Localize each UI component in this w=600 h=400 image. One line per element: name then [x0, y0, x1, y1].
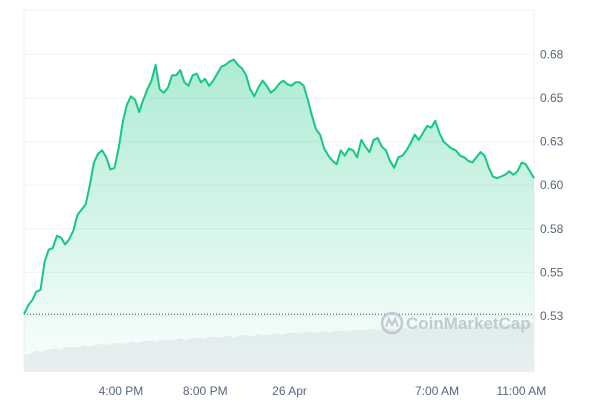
coinmarketcap-logo-icon	[380, 311, 404, 335]
x-axis: 4:00 PM 8:00 PM 26 Apr 7:00 AM 11:00 AM	[99, 384, 547, 398]
x-tick-label: 4:00 PM	[99, 384, 144, 398]
price-line	[23, 58, 535, 315]
price-area	[24, 59, 534, 372]
y-tick-label: 0.65	[540, 91, 564, 105]
x-tick-label: 8:00 PM	[183, 384, 228, 398]
y-tick-label: 0.60	[540, 178, 564, 192]
y-tick-label: 0.55	[540, 265, 564, 279]
y-axis: 0.68 0.65 0.63 0.60 0.58 0.55 0.53	[540, 47, 564, 323]
x-tick-label: 26 Apr	[272, 384, 307, 398]
y-tick-label: 0.63	[540, 135, 564, 149]
y-tick-label: 0.53	[540, 309, 564, 323]
x-tick-label: 7:00 AM	[415, 384, 459, 398]
y-tick-label: 0.68	[540, 47, 564, 61]
y-tick-label: 0.58	[540, 222, 564, 236]
x-tick-label: 11:00 AM	[496, 384, 546, 398]
watermark-text: CoinMarketCap	[406, 314, 531, 333]
watermark: CoinMarketCap	[380, 311, 531, 335]
